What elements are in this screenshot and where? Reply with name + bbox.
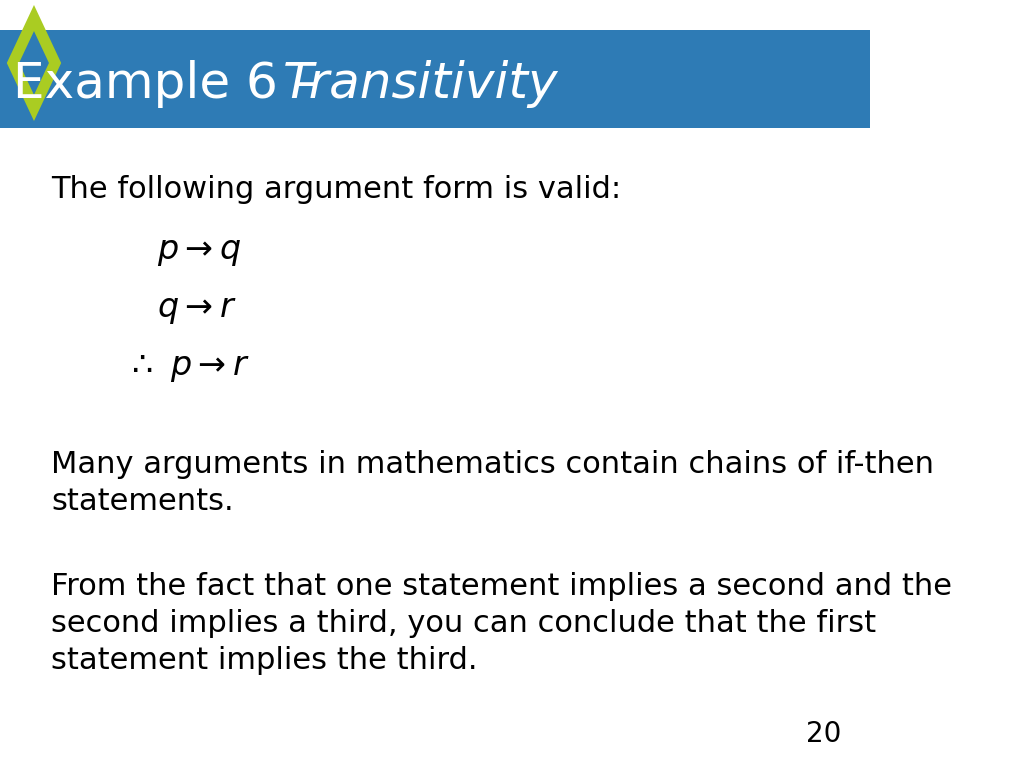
Text: Example 6 –: Example 6 – (12, 60, 335, 108)
Polygon shape (7, 5, 61, 121)
Text: $q \rightarrow r$: $q \rightarrow r$ (158, 293, 237, 326)
Text: $p \rightarrow q$: $p \rightarrow q$ (158, 235, 242, 268)
Text: From the fact that one statement implies a second and the
second implies a third: From the fact that one statement implies… (51, 572, 952, 675)
Text: Transitivity: Transitivity (283, 60, 558, 108)
Text: Many arguments in mathematics contain chains of if-then
statements.: Many arguments in mathematics contain ch… (51, 450, 934, 516)
Bar (0, 30, 870, 128)
Text: 20: 20 (806, 720, 841, 748)
Text: The following argument form is valid:: The following argument form is valid: (51, 175, 622, 204)
Text: $\therefore\ p\rightarrow r$: $\therefore\ p\rightarrow r$ (125, 351, 250, 384)
Polygon shape (19, 31, 49, 95)
